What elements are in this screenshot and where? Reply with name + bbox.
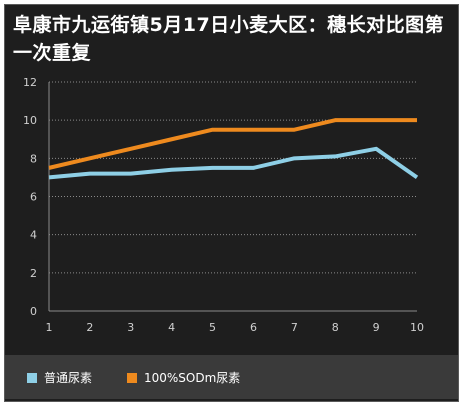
legend-swatch	[127, 372, 137, 383]
series-line-2	[48, 118, 417, 170]
x-tick-label: 6	[250, 321, 257, 334]
legend-label: 100%SODm尿素	[144, 371, 241, 385]
x-tick-label: 10	[410, 321, 424, 334]
series-line-1	[48, 146, 419, 180]
y-tick-label: 12	[23, 76, 37, 89]
x-tick-label: 3	[127, 321, 134, 334]
chart-legend: 普通尿素 100%SODm尿素	[5, 355, 458, 399]
y-tick-label: 10	[23, 114, 37, 127]
y-tick-label: 4	[30, 229, 37, 242]
y-tick-label: 0	[30, 305, 37, 318]
x-tick-label: 9	[373, 321, 380, 334]
y-tick-label: 6	[30, 191, 37, 204]
legend-label: 普通尿素	[44, 371, 93, 385]
x-tick-label: 7	[291, 321, 298, 334]
x-tick-label: 4	[168, 321, 175, 334]
legend-swatch	[27, 372, 37, 383]
x-tick-label: 8	[332, 321, 339, 334]
legend-item: 普通尿素	[27, 369, 92, 386]
y-tick-label: 2	[30, 267, 37, 280]
x-tick-label: 2	[86, 321, 93, 334]
legend-item: 100%SODm尿素	[127, 369, 240, 386]
chart-title: 阜康市九运街镇5月17日小麦大区：穗长对比图第一次重复	[13, 14, 445, 64]
x-tick-label: 5	[209, 321, 216, 334]
x-tick-label: 1	[46, 321, 53, 334]
chart-frame: 阜康市九运街镇5月17日小麦大区：穗长对比图第一次重复 0 2 4 6 8 10 12 1 2 3…	[4, 4, 459, 402]
y-tick-label: 8	[30, 152, 37, 165]
